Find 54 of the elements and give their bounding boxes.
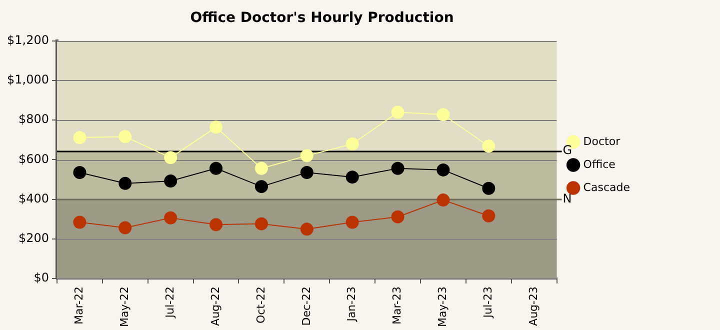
- point: [118, 221, 132, 234]
- legend-label: Doctor: [583, 134, 621, 148]
- point: [164, 174, 178, 188]
- x-tick-label: May-22: [118, 286, 132, 327]
- ref-line-label: N: [562, 191, 572, 206]
- x-tick-label: Jan-23: [345, 286, 358, 322]
- point: [300, 222, 314, 236]
- point: [436, 194, 450, 207]
- point: [346, 170, 359, 184]
- point: [300, 149, 314, 162]
- point: [391, 162, 404, 175]
- point: [210, 162, 223, 175]
- point: [73, 216, 86, 229]
- x-tick-label: Jul-22: [163, 286, 176, 319]
- x-tick-label: Mar-22: [72, 286, 86, 325]
- point: [118, 176, 132, 190]
- x-tick-label: Mar-23: [390, 286, 404, 325]
- y-tick-label: $1,200: [6, 32, 49, 47]
- point: [391, 106, 404, 119]
- point: [436, 108, 450, 122]
- x-tick-label: Aug-23: [526, 286, 540, 326]
- point: [254, 217, 268, 230]
- x-tick-label: Dec-22: [300, 286, 313, 326]
- point: [254, 180, 268, 194]
- point: [482, 209, 496, 222]
- x-tick-label: Oct-22: [254, 286, 268, 324]
- chart-title: Office Doctor's Hourly Production: [190, 10, 454, 26]
- legend-label: Office: [583, 158, 616, 171]
- point: [346, 216, 359, 229]
- point: [254, 162, 268, 175]
- point: [164, 151, 178, 164]
- point: [482, 140, 496, 153]
- point: [210, 218, 223, 232]
- y-tick-label: $0: [34, 270, 49, 285]
- point: [300, 166, 314, 180]
- ref-line-label: G: [562, 142, 572, 157]
- y-tick-label: $1,000: [6, 72, 49, 87]
- point: [164, 211, 178, 224]
- y-tick-label: $600: [18, 152, 49, 166]
- x-tick-label: Aug-22: [208, 286, 222, 326]
- point: [73, 166, 86, 180]
- point: [118, 130, 132, 144]
- x-tick-label: Jul-23: [482, 286, 495, 319]
- y-tick-label: $400: [18, 191, 49, 206]
- point: [73, 131, 86, 144]
- y-tick-label: $200: [18, 230, 49, 245]
- point: [210, 120, 223, 134]
- point: [346, 137, 359, 150]
- x-tick-label: May-23: [436, 286, 450, 327]
- y-tick-label: $800: [18, 112, 49, 126]
- point: [482, 182, 496, 195]
- point: [391, 210, 404, 224]
- legend-label: Cascade: [583, 180, 630, 194]
- point: [436, 163, 450, 176]
